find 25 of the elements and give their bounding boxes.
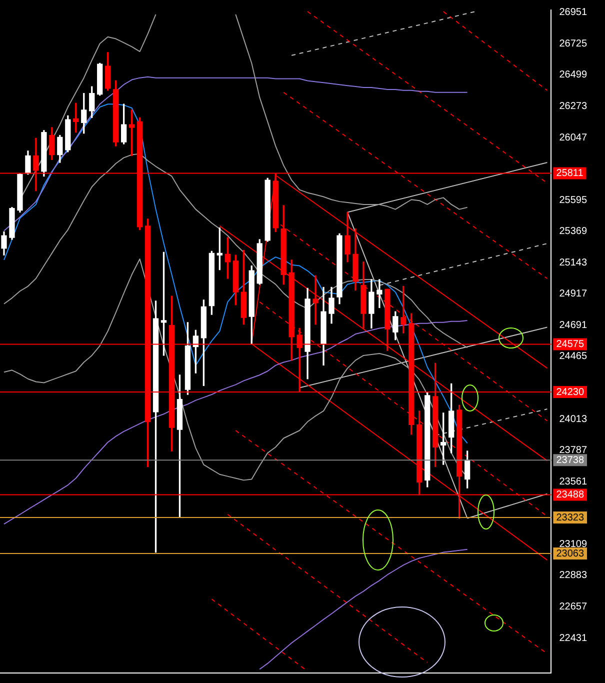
y-tick-label: 22657: [559, 601, 588, 612]
y-tick-label: 26047: [559, 132, 588, 144]
y-tick-label: 24013: [559, 414, 588, 425]
y-tick-label: 23787: [559, 445, 588, 456]
y-tick-label: 25595: [559, 194, 588, 206]
y-tick-label: 26951: [559, 7, 588, 18]
y-tick-label: 24917: [559, 288, 588, 300]
y-tick-label: 25369: [559, 226, 588, 238]
y-tick-label: 24465: [559, 351, 588, 362]
y-tick-label: 23561: [559, 476, 588, 488]
y-tick-label: 26273: [559, 100, 588, 112]
ref-line-label: 23323: [556, 512, 584, 524]
y-tick-label: 22431: [559, 632, 588, 644]
y-tick-label: 24691: [559, 320, 588, 331]
y-tick-label: 26499: [559, 70, 588, 81]
y-tick-label: 25143: [559, 257, 588, 268]
ref-line-label: 25811: [556, 168, 584, 179]
ref-line-label: 23738: [556, 454, 584, 466]
y-tick-label: 26725: [559, 38, 588, 50]
ref-line-label: 23488: [556, 489, 584, 500]
ref-line-label: 24230: [556, 386, 584, 398]
y-tick-label: 22883: [559, 570, 588, 582]
ref-line-label: 23063: [556, 548, 584, 560]
ref-line-label: 24575: [556, 339, 584, 350]
y-tick-label: 23109: [559, 538, 588, 550]
